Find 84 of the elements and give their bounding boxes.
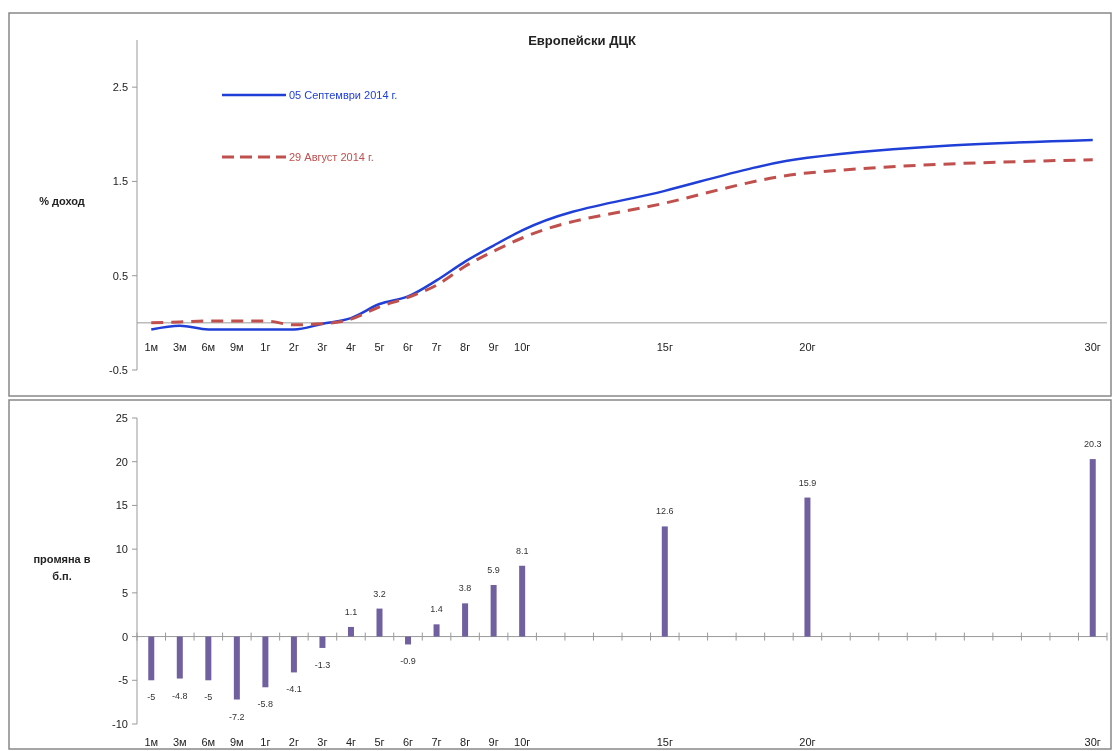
x-tick-label: 10г — [514, 340, 531, 353]
y-tick-label: -0.5 — [109, 364, 128, 376]
x-tick-label: 3г — [317, 736, 328, 748]
x-tick-label: 1м — [144, 736, 159, 748]
data-label: -4.8 — [172, 690, 188, 701]
x-tick-label: 4г — [345, 736, 357, 748]
data-label: 1.1 — [344, 606, 358, 617]
x-tick-label: 1г — [260, 340, 271, 353]
x-tick-label: 7г — [431, 340, 442, 353]
data-label: 15.9 — [798, 477, 817, 488]
data-label: -7.2 — [229, 711, 245, 722]
x-tick-label: 9г — [488, 340, 499, 353]
x-tick-label: 7г — [431, 736, 442, 748]
bar — [376, 608, 383, 637]
y-axis-title: промяна в б.п. — [33, 553, 91, 582]
y-tick-label: 0 — [121, 630, 128, 643]
y-tick-label: 25 — [115, 412, 128, 424]
bar — [462, 603, 469, 637]
x-tick-label: 20г — [799, 340, 816, 353]
x-tick-label: 8г — [460, 736, 471, 748]
x-tick-label: 4г — [345, 340, 357, 353]
x-tick-label: 1м — [144, 340, 159, 353]
data-label: -0.9 — [400, 656, 416, 667]
bar — [262, 636, 269, 688]
x-tick-label: 30г — [1084, 736, 1101, 748]
text: 05 Септември 2014 г. — [289, 89, 398, 101]
bar — [433, 624, 440, 637]
y-tick-label: -5 — [118, 674, 128, 687]
y-tick-label: 20 — [115, 455, 128, 468]
bar — [1089, 459, 1096, 637]
data-label: -5.8 — [257, 699, 274, 710]
data-label: 1.4 — [430, 604, 443, 615]
bar — [661, 526, 668, 637]
y-tick-label: 0.5 — [112, 269, 128, 282]
bar — [804, 497, 811, 637]
x-tick-label: 6г — [402, 340, 414, 353]
data-label: 12.6 — [656, 506, 674, 517]
text: 29 Август 2014 г. — [289, 151, 374, 163]
bar — [233, 636, 240, 700]
x-tick-label: 6м — [201, 736, 216, 748]
x-tick-label: 20г — [799, 736, 816, 748]
data-label: -5 — [147, 692, 156, 703]
data-label: 5.9 — [487, 564, 500, 575]
data-label: -5 — [204, 692, 213, 703]
x-tick-label: 5г — [374, 340, 385, 353]
bar — [205, 636, 212, 681]
y-tick-label: 15 — [115, 499, 128, 512]
x-tick-label: 15г — [656, 736, 673, 748]
y-axis-title: % доход — [39, 195, 85, 207]
x-tick-label: 3м — [172, 736, 187, 748]
bar — [148, 636, 155, 681]
bar — [319, 636, 326, 648]
x-tick-label: 2г — [288, 340, 299, 353]
bar — [519, 565, 526, 637]
x-tick-label: 10г — [514, 736, 531, 748]
x-tick-label: 8г — [460, 340, 471, 353]
bar — [347, 626, 354, 637]
x-tick-label: 3м — [172, 340, 187, 353]
x-tick-label: 5г — [374, 736, 385, 748]
x-tick-label: 6г — [402, 736, 414, 748]
data-label: -1.3 — [314, 659, 331, 670]
x-tick-label: 9м — [230, 736, 244, 748]
data-label: 20.3 — [1083, 439, 1102, 450]
y-tick-label: 5 — [121, 586, 128, 599]
data-label: -4.1 — [286, 684, 302, 695]
chart-title: Европейски ДЦК — [528, 33, 636, 48]
x-tick-label: 9м — [230, 340, 244, 353]
data-label: 8.1 — [515, 545, 529, 556]
x-tick-label: 1г — [260, 736, 271, 748]
x-tick-label: 15г — [656, 340, 673, 353]
x-tick-label: 2г — [288, 736, 299, 748]
bar — [176, 636, 183, 679]
x-tick-label: 30г — [1084, 340, 1101, 353]
y-tick-label: 10 — [115, 543, 128, 556]
x-tick-label: 3г — [317, 340, 328, 353]
data-label: 3.2 — [373, 588, 386, 599]
x-tick-label: 9г — [488, 736, 499, 748]
bar — [290, 636, 297, 673]
bar — [490, 584, 497, 637]
data-label: 3.8 — [458, 583, 472, 594]
y-tick-label: -10 — [112, 718, 128, 730]
x-tick-label: 6м — [201, 340, 216, 353]
y-tick-label: 2.5 — [112, 81, 128, 94]
y-tick-label: 1.5 — [112, 175, 128, 188]
